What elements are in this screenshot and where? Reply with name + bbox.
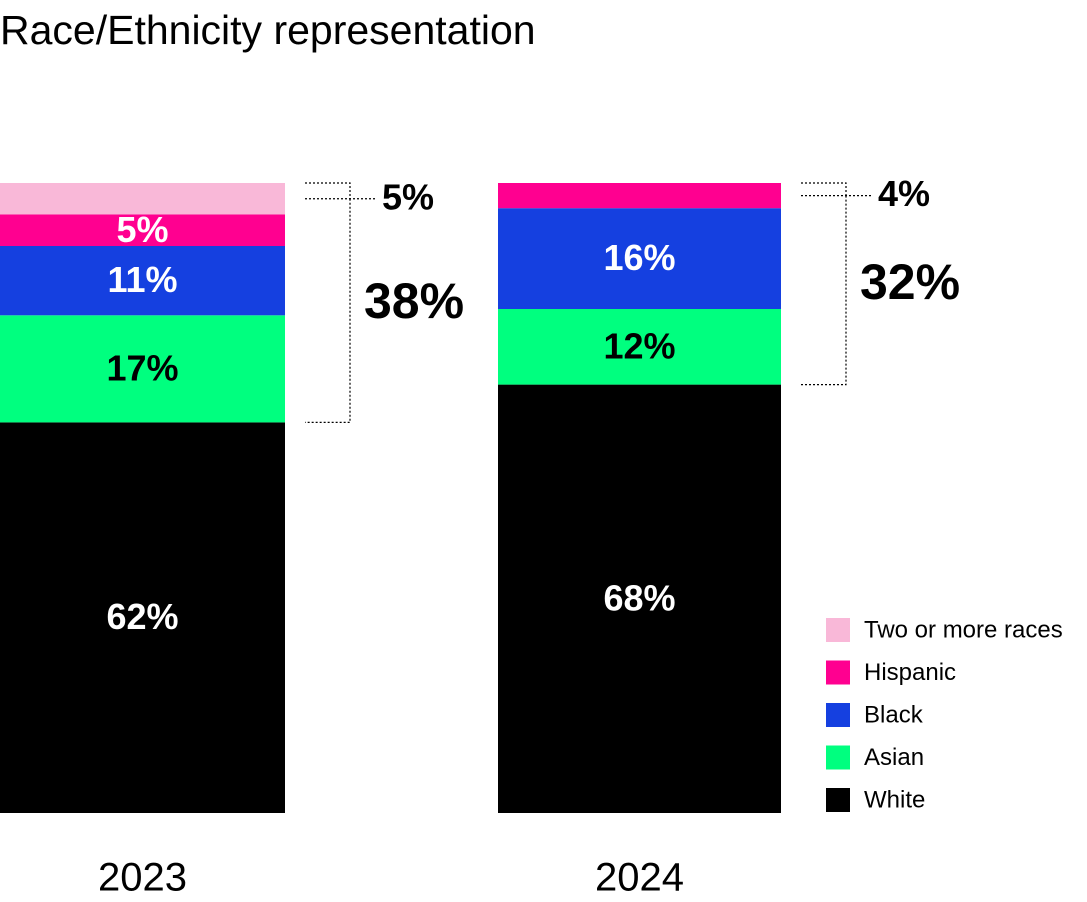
legend-label: Asian	[864, 744, 924, 771]
bracket-label: 38%	[364, 273, 464, 329]
bracket-line	[801, 182, 871, 197]
bracket-line	[305, 198, 351, 423]
bracket-label: 32%	[860, 254, 960, 310]
chart-title: Race/Ethnicity representation	[0, 7, 536, 53]
legend-swatch	[826, 745, 850, 770]
data-label: 5%	[382, 176, 434, 217]
bar-segment	[0, 246, 285, 316]
bar-segment	[498, 208, 781, 309]
bar-segment	[498, 384, 781, 813]
x-tick-label: 2023	[98, 856, 187, 900]
bar-segment	[0, 214, 285, 246]
legend-swatch	[826, 788, 850, 812]
bar-segment	[498, 183, 781, 209]
data-label: 5%	[116, 209, 168, 250]
legend-swatch	[826, 660, 850, 685]
data-label: 4%	[878, 173, 930, 214]
legend-swatch	[826, 703, 850, 727]
data-label: 68%	[603, 577, 675, 618]
data-label: 17%	[106, 347, 178, 388]
bracket-line	[801, 195, 847, 386]
data-label: 11%	[107, 259, 177, 300]
legend-swatch	[826, 618, 850, 642]
legend-label: Hispanic	[864, 659, 956, 686]
legend-label: Two or more races	[864, 616, 1063, 643]
bar-segment	[0, 183, 285, 215]
bar-segment	[0, 315, 285, 423]
data-label: 62%	[106, 596, 178, 637]
bracket-line	[305, 182, 375, 200]
bar-segment	[0, 422, 285, 813]
legend-label: White	[864, 786, 925, 813]
data-label: 16%	[603, 237, 675, 278]
legend-label: Black	[864, 701, 924, 728]
data-label: 12%	[603, 325, 675, 366]
x-tick-label: 2024	[595, 856, 684, 900]
bar-segment	[498, 309, 781, 385]
